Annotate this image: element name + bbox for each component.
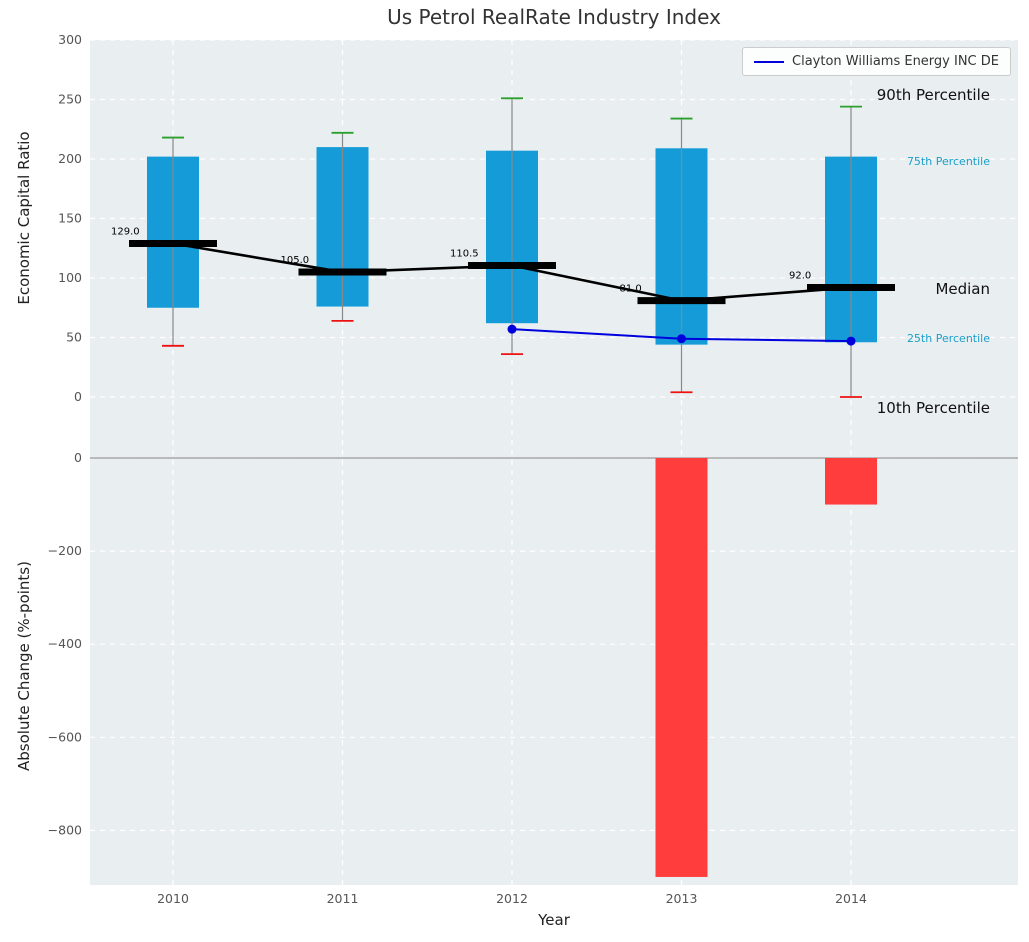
top-y-tick-label: 50 (66, 330, 82, 345)
top-y-tick-label: 300 (58, 32, 82, 47)
bottom-y-tick-label: −800 (48, 822, 82, 837)
x-tick-label: 2010 (157, 891, 189, 906)
legend-series-label: Clayton Williams Energy INC DE (792, 54, 999, 69)
median-value-label: 81.0 (620, 284, 642, 295)
x-tick-label: 2014 (835, 891, 867, 906)
top-y-tick-label: 250 (58, 92, 82, 107)
top-y-tick-label: 0 (74, 389, 82, 404)
change-bar (825, 458, 877, 505)
company-point (846, 336, 856, 346)
company-point (507, 324, 517, 334)
top-y-tick-label: 150 (58, 211, 82, 226)
annotation-median: Median (935, 280, 990, 298)
x-tick-label: 2012 (496, 891, 528, 906)
bottom-y-axis-label: Absolute Change (%-points) (15, 561, 33, 771)
x-tick-label: 2011 (327, 891, 359, 906)
top-y-axis-label: Economic Capital Ratio (15, 131, 33, 305)
median-value-label: 105.0 (281, 255, 310, 266)
x-axis-label: Year (538, 911, 570, 929)
median-value-label: 129.0 (111, 226, 140, 237)
bottom-y-tick-label: 0 (74, 450, 82, 465)
median-value-label: 92.0 (789, 271, 811, 282)
annotation-75th-percentile: 75th Percentile (906, 155, 990, 168)
bottom-y-tick-label: −200 (48, 543, 82, 558)
top-y-tick-label: 100 (58, 270, 82, 285)
annotation-90th-percentile: 90th Percentile (876, 86, 990, 104)
bottom-y-tick-label: −400 (48, 636, 82, 651)
company-point (677, 334, 686, 344)
change-bar (655, 458, 708, 877)
top-y-tick-label: 200 (58, 151, 82, 166)
chart-title: Us Petrol RealRate Industry Index (387, 5, 721, 29)
bottom-y-tick-label: −600 (48, 729, 82, 744)
plot-background (90, 40, 1018, 885)
annotation-10th-percentile: 10th Percentile (876, 399, 990, 417)
x-tick-label: 2013 (666, 891, 698, 906)
legend-line-swatch (754, 60, 785, 63)
annotation-25th-percentile: 25th Percentile (906, 332, 990, 345)
legend: Clayton Williams Energy INC DE (742, 47, 1011, 76)
median-value-label: 110.5 (450, 249, 479, 260)
